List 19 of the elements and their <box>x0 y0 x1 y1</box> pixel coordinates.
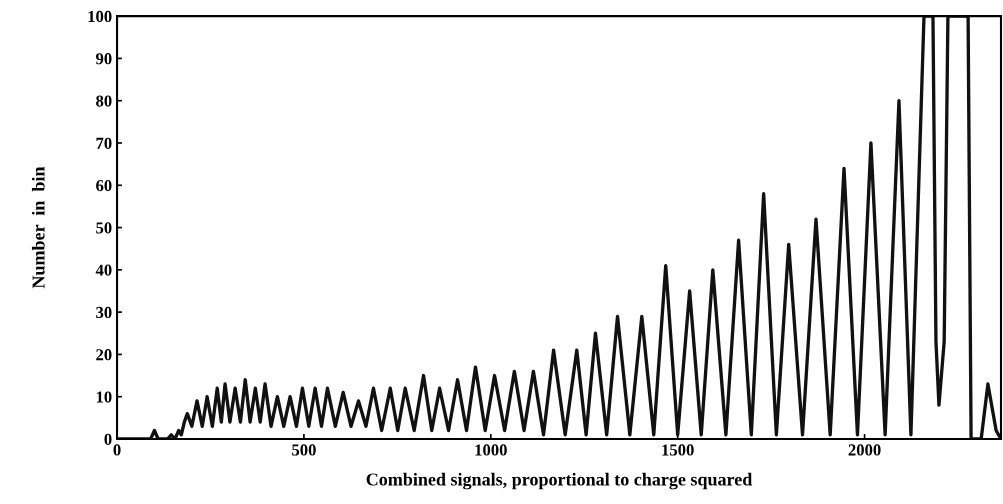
x-tick-label: 500 <box>292 444 316 456</box>
y-tick-label: 30 <box>96 306 112 319</box>
y-tick-label: 0 <box>104 433 112 445</box>
x-tick-label: 1500 <box>662 444 694 456</box>
y-tick-label: 40 <box>95 264 112 276</box>
x-tick-label: 2000 <box>848 444 881 456</box>
y-tick-label: 10 <box>96 391 112 403</box>
line-series <box>117 16 1001 439</box>
y-tick-label: 90 <box>95 53 112 65</box>
x-axis-title: Combined signals, proportional to charge squared <box>366 472 753 490</box>
y-axis-title: Number in bin <box>31 166 45 289</box>
y-tick-label: 50 <box>96 222 112 234</box>
y-tick-label: 60 <box>96 179 112 192</box>
y-tick-label: 70 <box>96 137 112 149</box>
x-tick-label: 1000 <box>475 444 507 456</box>
y-tick-label: 100 <box>88 10 112 23</box>
y-tick-label: 20 <box>96 349 112 361</box>
y-tick-label: 80 <box>96 95 112 107</box>
x-tick-label: 0 <box>113 444 121 456</box>
